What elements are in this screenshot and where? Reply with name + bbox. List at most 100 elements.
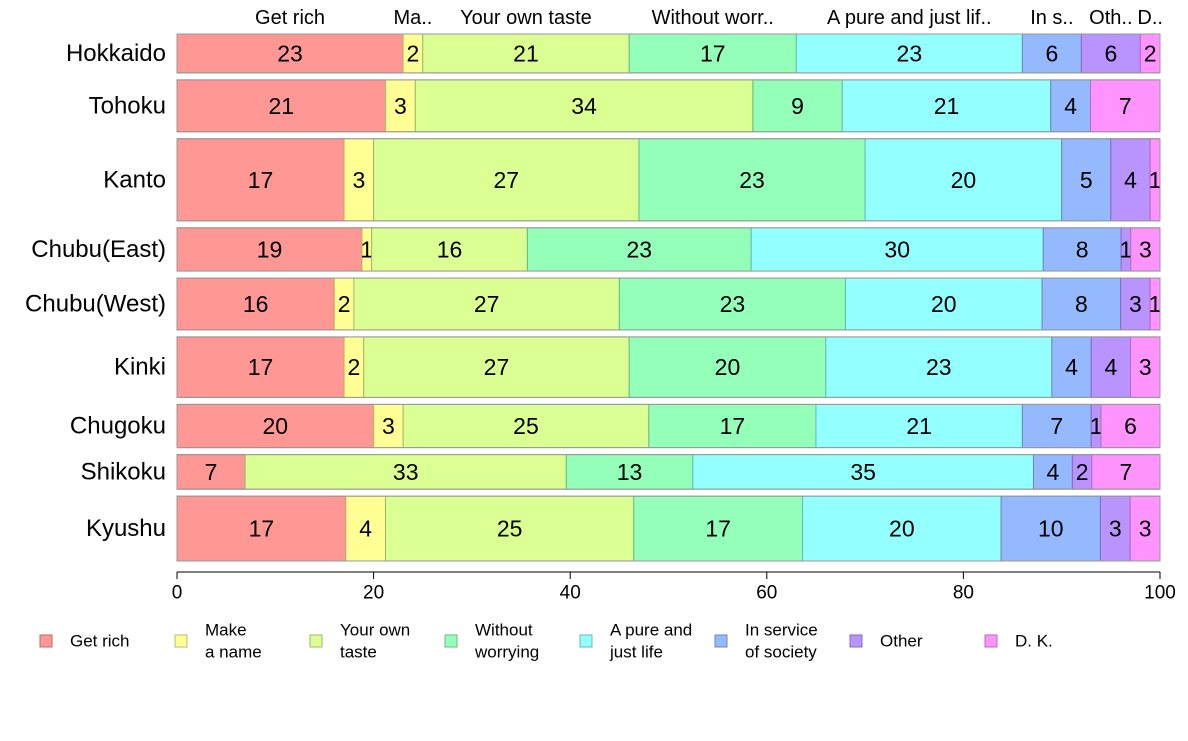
data-label: 23 [627, 236, 653, 262]
top-label: Your own taste [460, 7, 592, 29]
data-label: 20 [931, 291, 957, 317]
top-label: Without worr.. [652, 7, 774, 29]
bar-segment [628, 336, 827, 398]
x-tick-label: 100 [1144, 583, 1176, 604]
data-label: 34 [571, 93, 597, 119]
data-label: 21 [513, 40, 539, 66]
data-label: 23 [739, 167, 765, 193]
data-label: 16 [243, 291, 269, 317]
data-label: 3 [1139, 354, 1152, 380]
data-label: 6 [1124, 413, 1137, 439]
category-label: Shikoku [81, 458, 166, 485]
category-label: Tohoku [89, 92, 166, 119]
bar-segment [1091, 454, 1161, 490]
row-outline [176, 79, 1161, 133]
data-label: 6 [1104, 40, 1117, 66]
legend-label: Other [880, 632, 923, 651]
bar-segment [373, 403, 404, 449]
legend-item: D. K. [984, 632, 1053, 651]
data-label: 3 [382, 413, 395, 439]
legend-label: a name [205, 643, 262, 662]
data-label: 3 [394, 93, 407, 119]
data-label: 2 [407, 40, 420, 66]
data-label: 16 [437, 236, 463, 262]
bar-segment [628, 33, 797, 74]
data-label: 17 [248, 167, 274, 193]
top-label: Oth.. [1089, 7, 1132, 29]
top-label: Get rich [255, 7, 325, 29]
data-label: 23 [720, 291, 746, 317]
bar-segment [1050, 79, 1091, 133]
data-label: 17 [249, 516, 275, 542]
legend-swatch [714, 634, 728, 648]
legend-swatch [849, 634, 863, 648]
data-label: 21 [934, 93, 960, 119]
data-label: 30 [884, 236, 910, 262]
bar-segment [353, 277, 620, 331]
data-label: 2 [1144, 40, 1157, 66]
legend-swatch [984, 634, 998, 648]
data-label: 3 [1139, 236, 1152, 262]
legend-swatch [579, 634, 593, 648]
bar-segment [176, 495, 347, 562]
bar-segment [815, 403, 1023, 449]
bar-segment [1042, 227, 1122, 272]
data-label: 7 [1120, 459, 1133, 485]
bar-segment [844, 277, 1043, 331]
bar-segment [633, 495, 804, 562]
row-outline [176, 495, 1161, 562]
legend-label: worrying [474, 643, 539, 662]
data-label: 3 [1109, 516, 1122, 542]
data-label: 1 [360, 236, 373, 262]
top-label: D.. [1137, 7, 1163, 29]
plot-area: 23 2 21 17 23 6 6 221 3 34 9 21 4 717 3 27 23 20 5 4 119 1 16 2… [176, 33, 1161, 562]
legend-item: Your own taste [309, 621, 410, 662]
data-label: 5 [1080, 167, 1093, 193]
data-label: 4 [1064, 93, 1077, 119]
legend-label: Your own [340, 621, 410, 640]
data-label: 19 [257, 236, 283, 262]
data-label: 17 [720, 413, 746, 439]
row-outline [176, 403, 1161, 449]
data-label: 4 [1124, 167, 1137, 193]
bar-segment [385, 79, 416, 133]
data-label: 3 [1129, 291, 1142, 317]
data-label: 13 [617, 459, 643, 485]
data-label: 21 [268, 93, 294, 119]
data-label: 35 [850, 459, 876, 485]
data-label: 4 [1065, 354, 1078, 380]
data-label: 10 [1038, 516, 1064, 542]
legend-item: Other [849, 632, 923, 651]
row-outline [176, 454, 1161, 490]
data-label: 33 [393, 459, 419, 485]
data-label: 20 [951, 167, 977, 193]
data-label: 17 [705, 516, 731, 542]
bar-segment [373, 138, 640, 222]
data-label: 17 [248, 354, 274, 380]
data-label: 20 [263, 413, 289, 439]
legend-label: Get rich [70, 632, 130, 651]
bar-segment [638, 138, 866, 222]
row-outline [176, 227, 1161, 272]
legend-item: A pure and just life [579, 621, 692, 662]
data-label: 2 [348, 354, 361, 380]
bar-segment [1089, 79, 1161, 133]
data-label: 8 [1075, 291, 1088, 317]
row-outline [176, 336, 1161, 398]
category-label: Chugoku [70, 413, 166, 440]
category-label: Chubu(East) [31, 236, 166, 263]
bar-segment [526, 227, 752, 272]
top-label: In s.. [1030, 7, 1073, 29]
data-label: 3 [1139, 516, 1152, 542]
legend-swatch [309, 634, 323, 648]
data-label: 4 [359, 516, 372, 542]
data-label: 4 [1104, 354, 1117, 380]
legend-item: Get rich [39, 632, 130, 651]
bar-segment [1032, 454, 1073, 490]
legend-label: In service [745, 621, 818, 640]
x-tick-label: 40 [560, 583, 581, 604]
data-label: 2 [1076, 459, 1089, 485]
data-label: 25 [513, 413, 539, 439]
bar-segment [363, 336, 630, 398]
